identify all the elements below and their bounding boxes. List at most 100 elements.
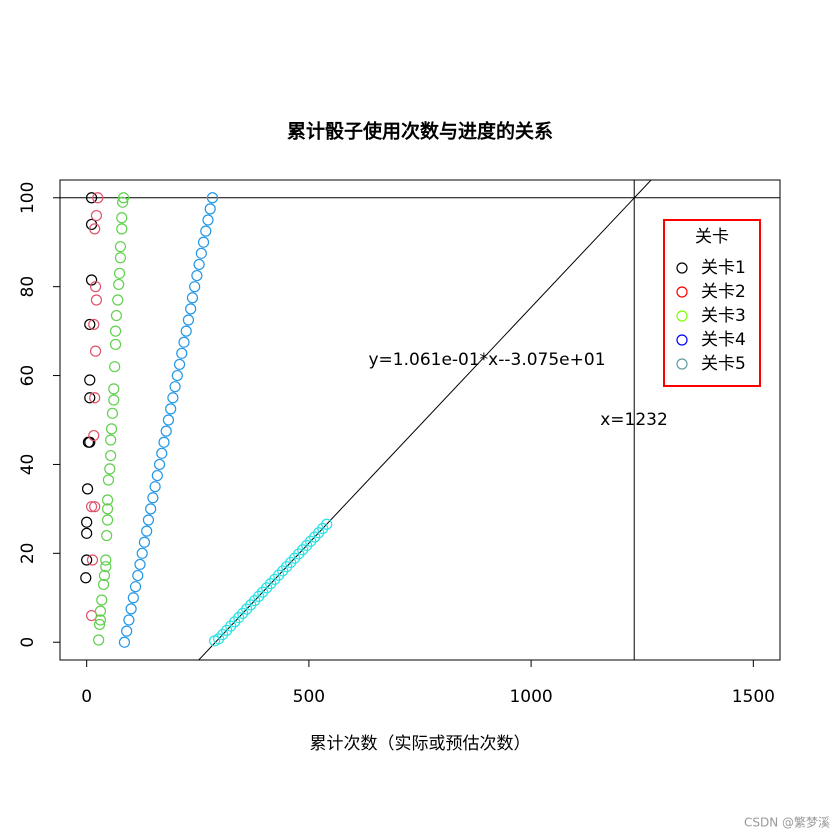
point xyxy=(108,394,120,406)
point xyxy=(127,592,139,604)
y-tick-label: 60 xyxy=(18,365,38,387)
point xyxy=(289,552,301,564)
point xyxy=(313,527,325,539)
point xyxy=(110,309,123,322)
point xyxy=(113,278,125,291)
point xyxy=(141,525,153,537)
point xyxy=(106,407,119,419)
point xyxy=(81,516,93,528)
point xyxy=(204,203,216,215)
y-tick-label: 20 xyxy=(18,543,38,565)
point xyxy=(257,586,269,598)
point xyxy=(105,423,118,435)
point xyxy=(101,514,114,526)
point xyxy=(117,192,130,204)
y-tick-label: 100 xyxy=(18,182,38,214)
point xyxy=(129,581,142,593)
point xyxy=(151,469,163,482)
point xyxy=(149,481,161,493)
point xyxy=(253,590,265,603)
regression-line xyxy=(198,180,652,660)
point xyxy=(84,318,96,331)
legend-label: 关卡1 xyxy=(701,258,746,278)
point xyxy=(167,392,179,404)
point xyxy=(92,192,104,204)
point xyxy=(147,492,159,504)
point xyxy=(225,620,237,632)
chart-title: 累计骰子使用次数与进度的关系 xyxy=(287,120,553,143)
point xyxy=(81,527,93,539)
point xyxy=(145,503,157,515)
point xyxy=(158,436,170,448)
point xyxy=(193,258,205,271)
point xyxy=(297,544,309,556)
point xyxy=(185,303,197,315)
point xyxy=(109,338,122,351)
point xyxy=(109,325,122,337)
point xyxy=(277,565,289,577)
legend-marker xyxy=(676,358,688,370)
x-tick-label: 1000 xyxy=(509,687,552,707)
x-tick-label: 500 xyxy=(293,687,325,707)
annotation: y=1.061e-01*x--3.075e+01 xyxy=(368,350,605,370)
point xyxy=(90,209,103,222)
point xyxy=(265,578,277,590)
point xyxy=(80,572,92,584)
point xyxy=(109,361,121,373)
legend-marker xyxy=(676,262,688,274)
point xyxy=(191,269,203,282)
point xyxy=(221,624,233,636)
point xyxy=(125,603,137,615)
point xyxy=(281,561,293,573)
point xyxy=(121,625,133,637)
point xyxy=(86,554,99,566)
point xyxy=(117,196,129,208)
x-tick-label: 1500 xyxy=(732,687,775,707)
point xyxy=(105,434,117,446)
point xyxy=(94,614,107,626)
point xyxy=(89,501,101,513)
point xyxy=(136,547,148,559)
point xyxy=(102,474,115,486)
point xyxy=(96,594,108,606)
point xyxy=(178,336,190,348)
point xyxy=(88,318,100,331)
point xyxy=(116,212,128,224)
point xyxy=(88,429,100,442)
point xyxy=(81,554,93,566)
point xyxy=(245,599,257,611)
point xyxy=(305,535,317,547)
point xyxy=(97,578,110,591)
point xyxy=(171,369,183,382)
point xyxy=(176,347,188,359)
legend-box xyxy=(663,219,761,387)
point xyxy=(81,483,94,495)
point xyxy=(118,636,131,648)
point xyxy=(98,569,111,582)
point xyxy=(114,241,127,253)
point xyxy=(321,518,333,530)
point xyxy=(105,449,117,462)
point xyxy=(85,609,98,622)
point xyxy=(241,603,253,615)
legend-title: 关卡 xyxy=(695,227,729,247)
point xyxy=(200,225,212,237)
legend-marker xyxy=(676,310,688,322)
point xyxy=(84,436,96,448)
point xyxy=(195,247,207,259)
point xyxy=(116,223,128,235)
point xyxy=(84,392,96,404)
x-tick-label: 0 xyxy=(81,687,92,707)
point xyxy=(237,607,249,619)
point xyxy=(85,192,98,204)
point xyxy=(180,325,192,337)
point xyxy=(317,522,329,535)
point xyxy=(229,616,241,628)
point xyxy=(197,236,210,248)
point xyxy=(301,539,313,552)
legend-label: 关卡2 xyxy=(701,282,746,302)
legend-label: 关卡5 xyxy=(701,354,746,374)
point xyxy=(108,383,120,395)
point xyxy=(132,569,144,582)
point xyxy=(160,425,172,437)
